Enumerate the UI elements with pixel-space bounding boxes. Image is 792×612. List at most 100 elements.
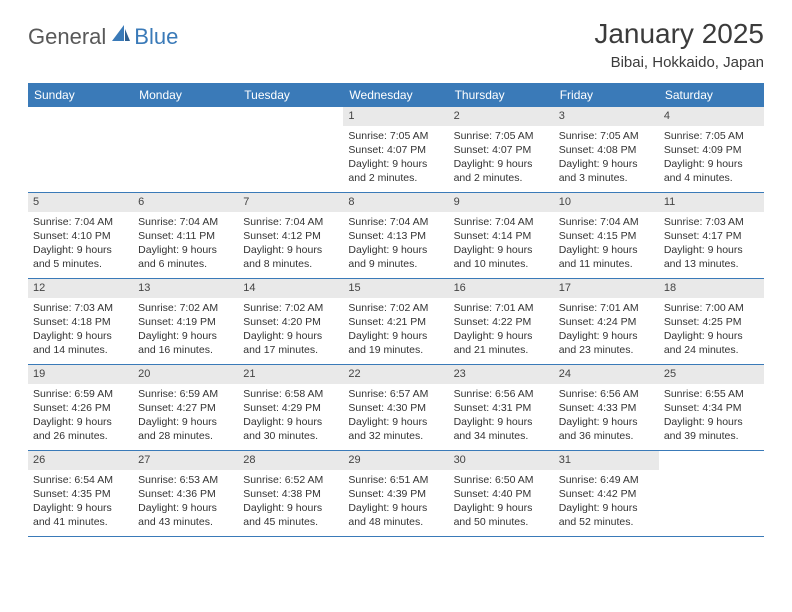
- day-number: 13: [133, 279, 238, 298]
- daylight-line-1: Daylight: 9 hours: [33, 415, 128, 429]
- daylight-line-1: Daylight: 9 hours: [33, 329, 128, 343]
- day-number: 28: [238, 451, 343, 470]
- daylight-line-2: and 28 minutes.: [138, 429, 233, 443]
- day-number: 2: [449, 107, 554, 126]
- day-body: Sunrise: 6:49 AMSunset: 4:42 PMDaylight:…: [554, 470, 659, 535]
- day-number: 30: [449, 451, 554, 470]
- day-body: Sunrise: 6:53 AMSunset: 4:36 PMDaylight:…: [133, 470, 238, 535]
- sunrise-line: Sunrise: 7:03 AM: [33, 301, 128, 315]
- sunrise-line: Sunrise: 6:59 AM: [33, 387, 128, 401]
- sunset-line: Sunset: 4:21 PM: [348, 315, 443, 329]
- sunrise-line: Sunrise: 7:05 AM: [454, 129, 549, 143]
- day-cell: 5Sunrise: 7:04 AMSunset: 4:10 PMDaylight…: [28, 193, 133, 278]
- daylight-line-1: Daylight: 9 hours: [348, 329, 443, 343]
- daylight-line-2: and 3 minutes.: [559, 171, 654, 185]
- sunset-line: Sunset: 4:24 PM: [559, 315, 654, 329]
- daylight-line-1: Daylight: 9 hours: [348, 243, 443, 257]
- sunrise-line: Sunrise: 6:56 AM: [454, 387, 549, 401]
- day-body: Sunrise: 6:59 AMSunset: 4:27 PMDaylight:…: [133, 384, 238, 449]
- sunset-line: Sunset: 4:33 PM: [559, 401, 654, 415]
- sunset-line: Sunset: 4:20 PM: [243, 315, 338, 329]
- daylight-line-2: and 2 minutes.: [454, 171, 549, 185]
- day-number: 20: [133, 365, 238, 384]
- week-row: 1Sunrise: 7:05 AMSunset: 4:07 PMDaylight…: [28, 107, 764, 193]
- day-number: 23: [449, 365, 554, 384]
- daylight-line-2: and 17 minutes.: [243, 343, 338, 357]
- day-body: Sunrise: 7:05 AMSunset: 4:08 PMDaylight:…: [554, 126, 659, 191]
- daylight-line-1: Daylight: 9 hours: [664, 415, 759, 429]
- daylight-line-2: and 4 minutes.: [664, 171, 759, 185]
- day-cell: 21Sunrise: 6:58 AMSunset: 4:29 PMDayligh…: [238, 365, 343, 450]
- sunset-line: Sunset: 4:38 PM: [243, 487, 338, 501]
- daylight-line-1: Daylight: 9 hours: [33, 243, 128, 257]
- sunrise-line: Sunrise: 6:59 AM: [138, 387, 233, 401]
- sunset-line: Sunset: 4:12 PM: [243, 229, 338, 243]
- sunset-line: Sunset: 4:31 PM: [454, 401, 549, 415]
- sunset-line: Sunset: 4:22 PM: [454, 315, 549, 329]
- calendar-page: General Blue January 2025 Bibai, Hokkaid…: [0, 0, 792, 555]
- daylight-line-1: Daylight: 9 hours: [559, 501, 654, 515]
- sunset-line: Sunset: 4:39 PM: [348, 487, 443, 501]
- day-number: 12: [28, 279, 133, 298]
- day-number: 10: [554, 193, 659, 212]
- daylight-line-2: and 5 minutes.: [33, 257, 128, 271]
- sunset-line: Sunset: 4:19 PM: [138, 315, 233, 329]
- day-body: Sunrise: 6:54 AMSunset: 4:35 PMDaylight:…: [28, 470, 133, 535]
- day-number: 14: [238, 279, 343, 298]
- day-number: 3: [554, 107, 659, 126]
- day-body: Sunrise: 7:04 AMSunset: 4:15 PMDaylight:…: [554, 212, 659, 277]
- sunset-line: Sunset: 4:35 PM: [33, 487, 128, 501]
- sunrise-line: Sunrise: 7:02 AM: [348, 301, 443, 315]
- daylight-line-1: Daylight: 9 hours: [243, 243, 338, 257]
- week-row: 5Sunrise: 7:04 AMSunset: 4:10 PMDaylight…: [28, 193, 764, 279]
- day-body: Sunrise: 6:51 AMSunset: 4:39 PMDaylight:…: [343, 470, 448, 535]
- weeks-container: 1Sunrise: 7:05 AMSunset: 4:07 PMDaylight…: [28, 107, 764, 537]
- daylight-line-2: and 41 minutes.: [33, 515, 128, 529]
- day-body: Sunrise: 7:05 AMSunset: 4:07 PMDaylight:…: [343, 126, 448, 191]
- daylight-line-2: and 16 minutes.: [138, 343, 233, 357]
- day-number: 31: [554, 451, 659, 470]
- daylight-line-2: and 45 minutes.: [243, 515, 338, 529]
- daylight-line-2: and 24 minutes.: [664, 343, 759, 357]
- sunrise-line: Sunrise: 6:50 AM: [454, 473, 549, 487]
- sunset-line: Sunset: 4:26 PM: [33, 401, 128, 415]
- daylight-line-2: and 48 minutes.: [348, 515, 443, 529]
- sunset-line: Sunset: 4:27 PM: [138, 401, 233, 415]
- sunset-line: Sunset: 4:29 PM: [243, 401, 338, 415]
- day-cell: 11Sunrise: 7:03 AMSunset: 4:17 PMDayligh…: [659, 193, 764, 278]
- day-number: 7: [238, 193, 343, 212]
- week-row: 12Sunrise: 7:03 AMSunset: 4:18 PMDayligh…: [28, 279, 764, 365]
- daylight-line-1: Daylight: 9 hours: [559, 157, 654, 171]
- sunset-line: Sunset: 4:11 PM: [138, 229, 233, 243]
- day-cell: 14Sunrise: 7:02 AMSunset: 4:20 PMDayligh…: [238, 279, 343, 364]
- calendar-grid: SundayMondayTuesdayWednesdayThursdayFrid…: [28, 83, 764, 537]
- month-title: January 2025: [594, 18, 764, 50]
- day-number: 8: [343, 193, 448, 212]
- daylight-line-1: Daylight: 9 hours: [559, 243, 654, 257]
- day-cell: 12Sunrise: 7:03 AMSunset: 4:18 PMDayligh…: [28, 279, 133, 364]
- daylight-line-2: and 26 minutes.: [33, 429, 128, 443]
- daylight-line-1: Daylight: 9 hours: [454, 501, 549, 515]
- sunrise-line: Sunrise: 6:55 AM: [664, 387, 759, 401]
- day-number: 17: [554, 279, 659, 298]
- daylight-line-2: and 13 minutes.: [664, 257, 759, 271]
- day-cell: 31Sunrise: 6:49 AMSunset: 4:42 PMDayligh…: [554, 451, 659, 536]
- daylight-line-1: Daylight: 9 hours: [138, 243, 233, 257]
- sunset-line: Sunset: 4:10 PM: [33, 229, 128, 243]
- day-number: 25: [659, 365, 764, 384]
- day-cell: 30Sunrise: 6:50 AMSunset: 4:40 PMDayligh…: [449, 451, 554, 536]
- day-number: 21: [238, 365, 343, 384]
- day-cell: 9Sunrise: 7:04 AMSunset: 4:14 PMDaylight…: [449, 193, 554, 278]
- daylight-line-2: and 11 minutes.: [559, 257, 654, 271]
- sunset-line: Sunset: 4:08 PM: [559, 143, 654, 157]
- logo: General Blue: [28, 24, 178, 50]
- day-body: Sunrise: 6:56 AMSunset: 4:33 PMDaylight:…: [554, 384, 659, 449]
- sunrise-line: Sunrise: 6:52 AM: [243, 473, 338, 487]
- sunset-line: Sunset: 4:07 PM: [454, 143, 549, 157]
- sunrise-line: Sunrise: 7:04 AM: [243, 215, 338, 229]
- day-number: 5: [28, 193, 133, 212]
- day-header-friday: Friday: [554, 83, 659, 107]
- daylight-line-1: Daylight: 9 hours: [664, 329, 759, 343]
- day-header-thursday: Thursday: [449, 83, 554, 107]
- sunrise-line: Sunrise: 7:02 AM: [138, 301, 233, 315]
